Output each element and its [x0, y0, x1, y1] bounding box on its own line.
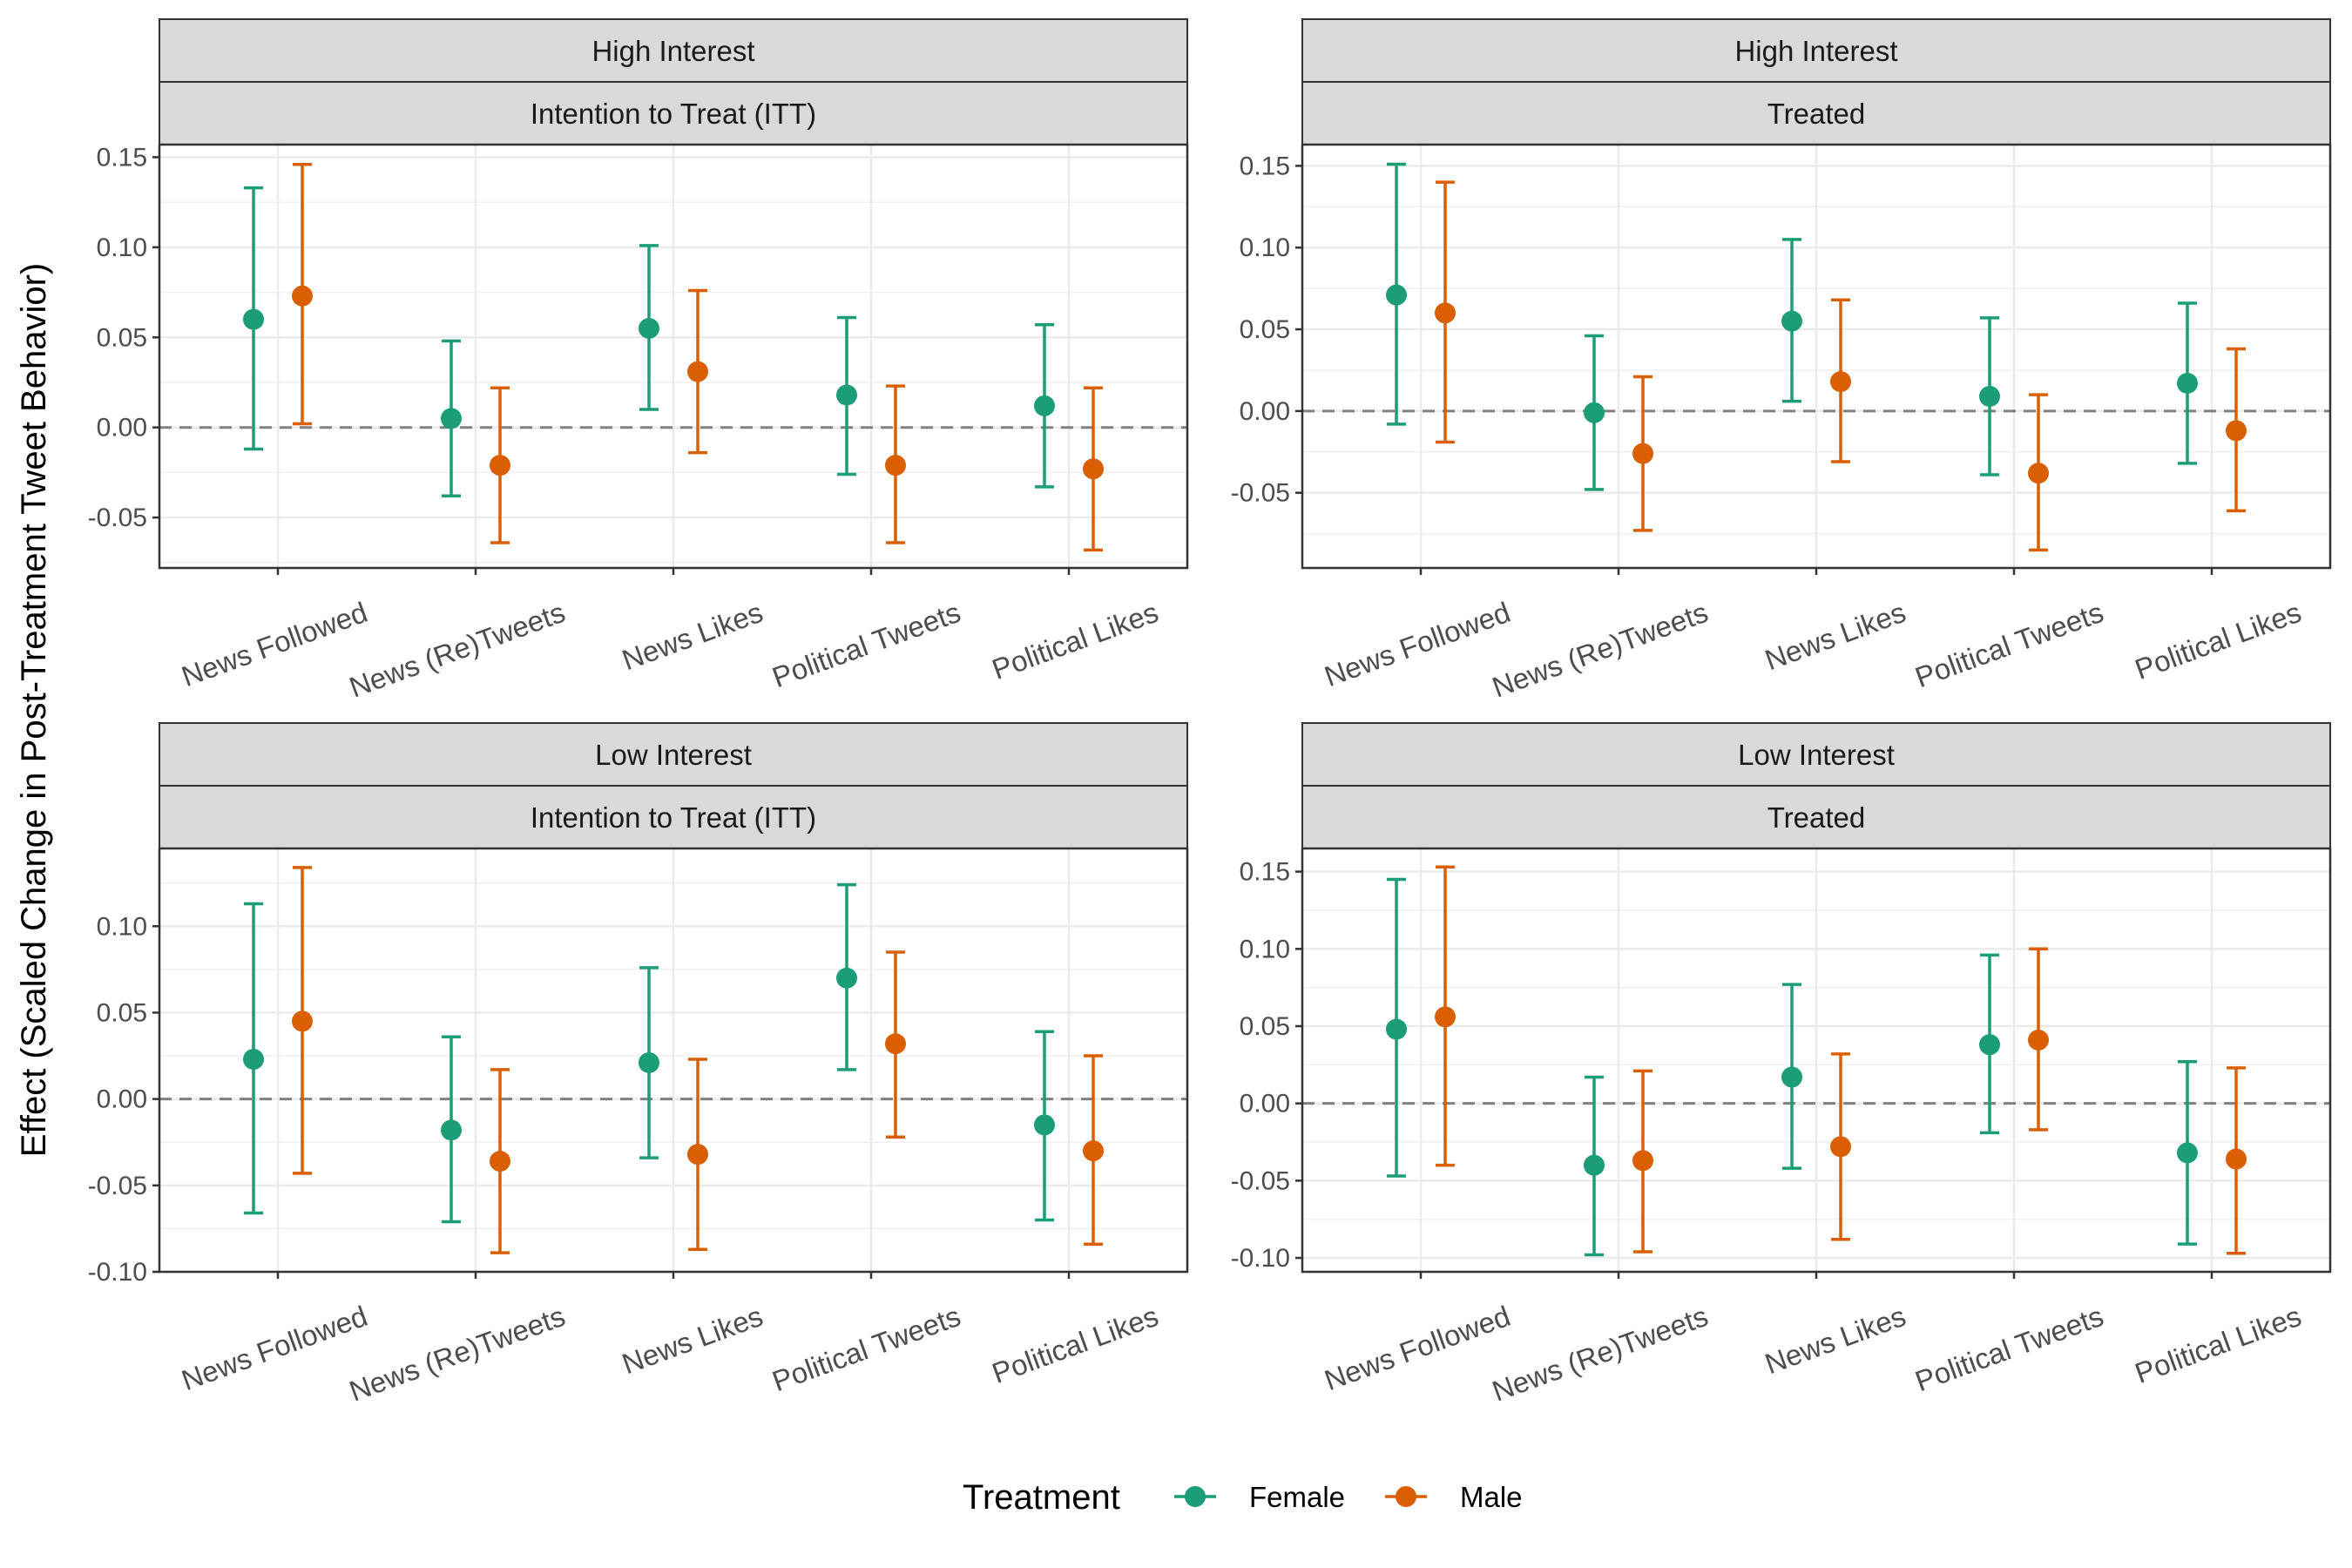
y-tick-label: -0.10	[88, 1258, 147, 1287]
legend-key-point-male	[1396, 1486, 1416, 1507]
point-female	[1386, 284, 1407, 306]
strip-top-label: Low Interest	[595, 739, 752, 771]
strip-top-background	[1301, 722, 2331, 787]
y-tick-label: 0.05	[97, 323, 147, 352]
point-male	[1435, 1006, 1456, 1028]
point-female	[2177, 372, 2198, 394]
y-tick-label: 0.10	[97, 912, 147, 941]
point-male	[1083, 1140, 1104, 1162]
y-tick-label: 0.05	[97, 998, 147, 1027]
strip-top-label: High Interest	[1734, 35, 1897, 67]
point-male	[1632, 443, 1653, 464]
point-female	[1034, 395, 1055, 416]
point-male	[2028, 463, 2049, 484]
panels: High Interest Intention to Treat (ITT) 0.1…	[88, 18, 2332, 1408]
y-tick-label: 0.00	[1240, 1090, 1290, 1119]
strip-top-background	[159, 722, 1188, 787]
y-tick-label: -0.05	[1231, 479, 1290, 508]
y-tick-label: 0.15	[1240, 152, 1290, 180]
point-male	[490, 455, 510, 476]
y-tick-label: 0.15	[97, 143, 147, 172]
point-male	[1435, 302, 1456, 324]
y-tick-label: 0.10	[1240, 935, 1290, 963]
legend-label-male: Male	[1460, 1481, 1523, 1513]
point-female	[243, 1049, 264, 1071]
point-female	[1781, 1066, 1802, 1088]
point-female	[1781, 310, 1802, 332]
point-female	[441, 1119, 462, 1141]
point-female	[1584, 1154, 1605, 1176]
strip-bottom-label: Treated	[1767, 98, 1866, 130]
y-tick-label: -0.05	[88, 1172, 147, 1200]
point-female	[1979, 385, 2000, 407]
y-tick-label: -0.05	[1231, 1166, 1290, 1195]
strip-bottom-background	[159, 785, 1188, 849]
legend-key-point-female	[1185, 1486, 1206, 1507]
point-female	[1034, 1114, 1055, 1136]
point-male	[292, 285, 313, 307]
legend-title: Treatment	[963, 1478, 1120, 1517]
strip-top-label: Low Interest	[1738, 739, 1895, 771]
legend: Treatment Female Male	[963, 1478, 1523, 1517]
point-male	[687, 1144, 708, 1166]
y-tick-label: 0.00	[1240, 397, 1290, 426]
point-female	[1979, 1034, 2000, 1056]
point-male	[885, 1033, 906, 1055]
y-tick-label: 0.15	[1240, 858, 1290, 887]
y-tick-label: 0.05	[1240, 315, 1290, 344]
strip-bottom-background	[159, 81, 1188, 145]
point-female	[2177, 1142, 2198, 1164]
y-tick-label: 0.00	[97, 1085, 147, 1114]
panel-2: High Interest Treated 0.15 0.10 0.05 0.00 -0.0…	[1231, 18, 2332, 704]
point-female	[639, 1051, 659, 1073]
strip-bottom-label: Intention to Treat (ITT)	[531, 98, 816, 130]
point-male	[1830, 371, 1851, 393]
point-male	[2226, 420, 2247, 442]
point-male	[885, 455, 906, 476]
point-male	[490, 1151, 510, 1173]
point-female	[836, 384, 857, 406]
point-female	[1584, 402, 1605, 423]
y-axis-title: Effect (Scaled Change in Post-Treatment …	[15, 263, 53, 1157]
point-male	[1830, 1136, 1851, 1158]
point-male	[2028, 1029, 2049, 1051]
y-tick-label: -0.05	[88, 504, 147, 532]
point-female	[441, 408, 462, 429]
point-male	[1083, 458, 1104, 480]
strip-bottom-label: Treated	[1767, 801, 1866, 834]
y-tick-label: 0.00	[97, 414, 147, 443]
point-male	[2226, 1148, 2247, 1170]
point-female	[1386, 1018, 1407, 1040]
point-male	[687, 361, 708, 382]
strip-bottom-label: Intention to Treat (ITT)	[531, 801, 816, 834]
point-male	[292, 1010, 313, 1032]
point-male	[1632, 1150, 1653, 1172]
y-tick-label: 0.10	[1240, 233, 1290, 262]
y-tick-label: -0.10	[1231, 1244, 1290, 1273]
strip-top-label: High Interest	[591, 35, 754, 67]
strip-bottom-background	[1301, 785, 2331, 849]
point-female	[243, 308, 264, 330]
y-tick-label: 0.10	[97, 233, 147, 262]
point-female	[639, 317, 659, 339]
point-female	[836, 967, 857, 989]
legend-label-female: Female	[1249, 1481, 1345, 1513]
strip-top-background	[159, 18, 1188, 83]
y-tick-label: 0.05	[1240, 1012, 1290, 1041]
strip-top-background	[1301, 18, 2331, 83]
